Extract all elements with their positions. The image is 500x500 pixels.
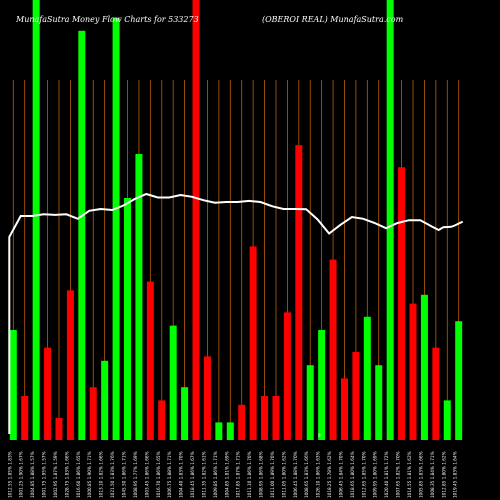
x-tick-label: 1009.85 1.86% 1.71% (213, 451, 218, 498)
x-tick-label: 1012.85 1.80% 1.62% (441, 451, 446, 498)
money-flow-bar (329, 259, 337, 440)
x-tick-label: 1006.75 1.88% 1.71% (167, 451, 172, 498)
x-tick-label: 1008.95 1.77% 1.69% (133, 451, 138, 498)
money-flow-bar (409, 303, 417, 440)
money-flow-bar (375, 365, 383, 440)
x-tick-label: 1028.75 1.83% 1.66% (64, 451, 69, 498)
x-tick-label: 1005.85 1.83% 1.66% (418, 451, 423, 498)
x-tick-label: 1001.75 1.95% 1.57% (42, 451, 47, 498)
x-tick-label: 1004.85 1.81% 1.69% (224, 451, 229, 498)
x-tick-label: 1008.95 1.86% 1.68% (259, 451, 264, 498)
money-flow-bar (55, 418, 63, 440)
money-flow-bars (9, 0, 463, 441)
money-flow-bar (101, 360, 109, 440)
money-flow-bar (124, 198, 131, 440)
x-tick-label: 1020.40 1.81% 1.72% (384, 451, 389, 498)
money-flow-bar (78, 30, 86, 441)
x-tick-label: 1014.55 1.81% 1.62% (407, 451, 412, 498)
x-tick-label: 1012.55 1.85% 1.83% (7, 451, 12, 498)
money-flow-bar (249, 246, 257, 440)
money-flow-bar (272, 396, 280, 440)
x-tick-label: 1011.00 1.89% 1.70% (270, 451, 275, 498)
money-flow-bar (295, 145, 303, 440)
x-tick-label: 1021.50 1.83% 1.76% (110, 451, 115, 498)
money-flow-bar (318, 330, 326, 440)
money-flow-bar (89, 387, 97, 440)
x-tick-labels: 1012.55 1.85% 1.83% 1001.25 1.90% 1.67% 10… (7, 451, 457, 498)
money-flow-bar (340, 378, 348, 440)
money-flow-bar (66, 290, 74, 440)
price-line (8, 192, 464, 434)
money-flow-bar (363, 316, 371, 440)
x-tick-label: 1017.85 1.87% 1.71% (236, 451, 241, 498)
money-flow-bar (238, 404, 246, 440)
chart-subtitle: (OBEROI REAL) MunafaSutra.com (262, 15, 404, 24)
money-flow-bar (192, 0, 200, 440)
x-tick-label: 1011.10 1.86% 1.70% (247, 451, 252, 498)
x-tick-label: 1026.10 1.86% 1.63% (316, 451, 321, 498)
money-flow-bar (21, 396, 29, 440)
money-flow-bar (169, 325, 177, 440)
x-tick-label: 1018.65 1.80% 1.64% (350, 451, 355, 498)
x-tick-label: 1045.50 1.86% 1.71% (122, 451, 127, 498)
x-tick-label: 1002.95 1.87% 1.59% (53, 451, 58, 498)
x-tick-label: 1018.45 1.86% 1.67% (190, 451, 195, 498)
chart-title: MunafaSutra Money Flow Charts for 533273 (16, 15, 199, 24)
x-tick-label: 1011.05 1.80% 1.62% (281, 451, 286, 498)
money-flow-bar (9, 330, 17, 440)
x-tick-label: 1003.45 1.86% 1.66% (144, 451, 149, 498)
money-flow-bar (386, 0, 394, 440)
x-tick-label: 1016.70 1.86% 1.65% (156, 451, 161, 498)
money-flow-bar (352, 352, 360, 440)
x-tick-label: 1006.45 1.88% 1.70% (293, 451, 298, 498)
money-flow-bar (455, 321, 463, 440)
x-tick-label: 1006.45 1.84% 1.70% (338, 451, 343, 498)
x-tick-label: 1004.85 1.88% 1.57% (30, 451, 35, 498)
money-flow-bar (420, 294, 428, 440)
x-tick-label: 1008.35 1.84% 1.71% (430, 451, 435, 498)
x-tick-label: 1009.95 1.80% 1.69% (373, 451, 378, 498)
money-flow-bar (112, 17, 120, 440)
money-flow-bar (283, 312, 291, 440)
x-tick-label: 1008.65 1.83% 1.66% (304, 451, 309, 498)
money-flow-bar (32, 0, 40, 440)
x-tick-label: 1018.25 1.78% 1.62% (327, 451, 332, 498)
money-flow-bar (432, 347, 440, 440)
x-tick-label: 1004.40 1.83% 1.70% (179, 451, 184, 498)
x-tick-label: 1011.35 1.82% 1.61% (201, 451, 206, 498)
x-tick-label: 1013.10 1.82% 1.66% (99, 451, 104, 498)
money-flow-bar (398, 167, 406, 440)
money-flow-bar (306, 365, 314, 440)
x-tick-label: 1001.25 1.90% 1.67% (19, 451, 24, 498)
x-tick-label: 1000.85 1.90% 1.71% (87, 451, 92, 498)
money-flow-bar (146, 281, 154, 440)
money-flow-bar (44, 347, 52, 440)
x-tick-label: 1019.45 1.83% 1.64% (453, 451, 458, 498)
money-flow-bar (181, 387, 189, 440)
money-flow-bar (203, 356, 211, 440)
center-mark: 0 (318, 433, 321, 438)
x-tick-label: 1012.65 1.85% 1.70% (361, 451, 366, 498)
x-tick-label: 1016.60 1.86% 1.65% (76, 451, 81, 498)
money-flow-bar (226, 422, 234, 440)
x-tick-label: 1007.65 1.82% 1.70% (396, 451, 401, 498)
money-flow-bar (135, 154, 143, 440)
money-flow-bar (261, 396, 269, 440)
money-flow-bar (215, 422, 223, 440)
money-flow-bar (443, 400, 451, 440)
money-flow-bar (158, 400, 166, 440)
